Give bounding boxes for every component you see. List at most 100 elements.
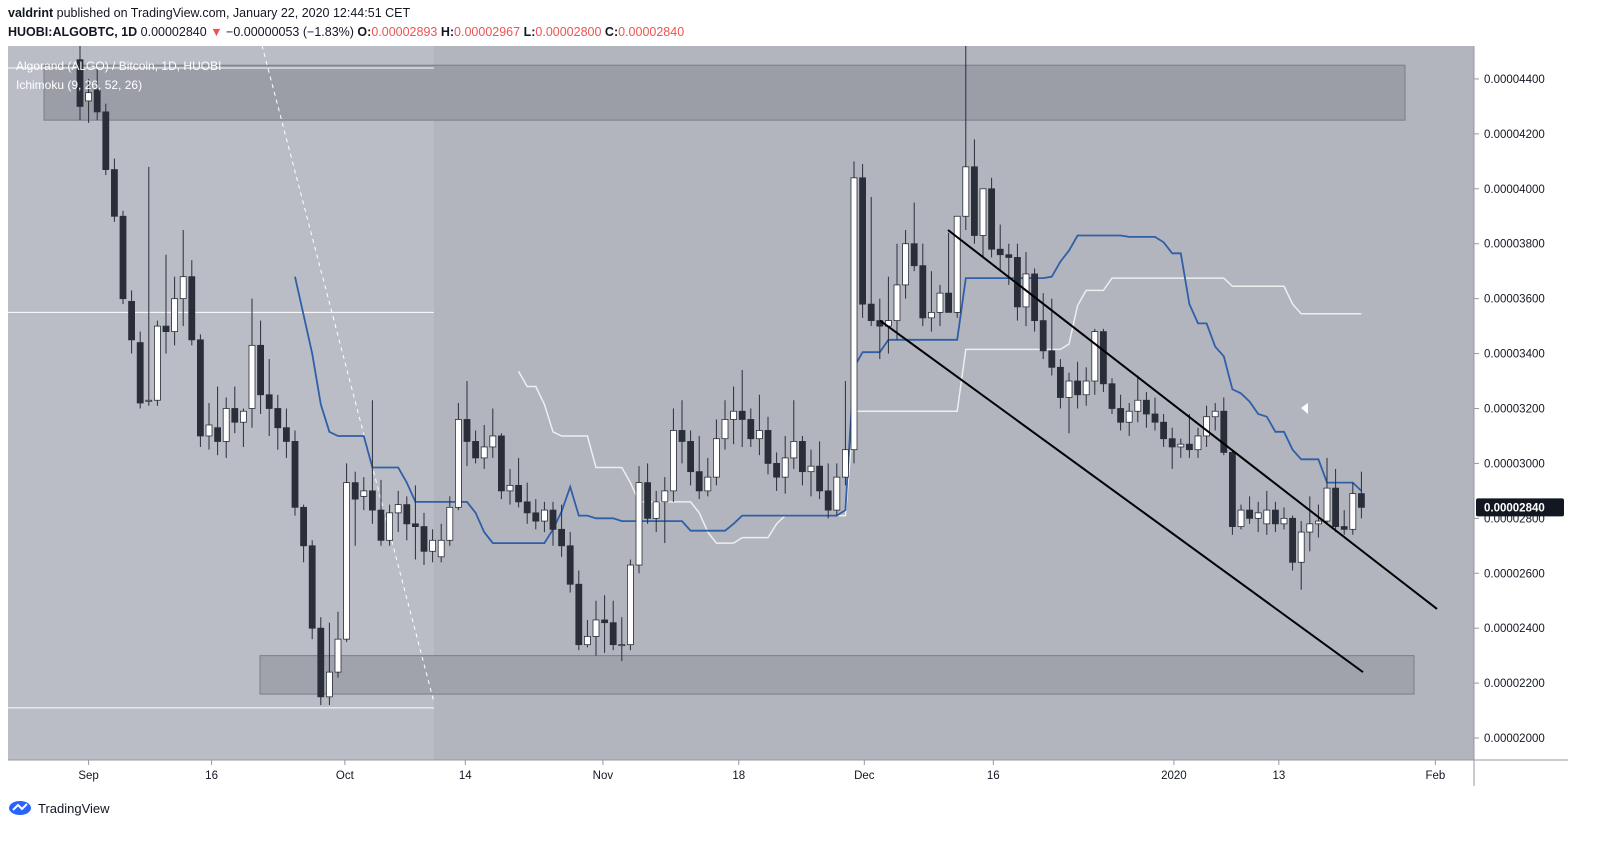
candle-body[interactable] bbox=[317, 627, 325, 698]
candle-body[interactable] bbox=[1143, 399, 1150, 415]
candle-body[interactable] bbox=[945, 292, 952, 313]
candle-body[interactable] bbox=[532, 512, 540, 522]
candle-body[interactable] bbox=[1100, 331, 1107, 385]
candle-body[interactable] bbox=[429, 539, 437, 552]
candle-body[interactable] bbox=[472, 441, 480, 459]
candle-body[interactable] bbox=[1237, 509, 1245, 527]
candle-body[interactable] bbox=[300, 506, 308, 547]
candle-body[interactable] bbox=[1065, 380, 1073, 398]
candle-body[interactable] bbox=[919, 265, 927, 319]
candle-body[interactable] bbox=[558, 528, 565, 547]
candle-body[interactable] bbox=[162, 325, 170, 333]
candle-body[interactable] bbox=[1211, 410, 1219, 418]
candle-body[interactable] bbox=[231, 408, 239, 423]
candle-body[interactable] bbox=[480, 446, 488, 459]
candle-body[interactable] bbox=[799, 441, 806, 473]
candle-body[interactable] bbox=[1151, 413, 1159, 423]
candle-body[interactable] bbox=[153, 325, 161, 401]
candle-body[interactable] bbox=[833, 476, 841, 511]
candle-body[interactable] bbox=[730, 410, 737, 420]
candle-body[interactable] bbox=[1246, 509, 1253, 519]
time-axis[interactable] bbox=[8, 760, 1568, 786]
candle-body[interactable] bbox=[695, 471, 703, 492]
candle-body[interactable] bbox=[1082, 380, 1090, 396]
candle-body[interactable] bbox=[988, 188, 995, 250]
candle-body[interactable] bbox=[1074, 380, 1081, 396]
candle-body[interactable] bbox=[756, 430, 763, 440]
candle-body[interactable] bbox=[136, 342, 144, 404]
candle-body[interactable] bbox=[1057, 366, 1064, 398]
candle-body[interactable] bbox=[76, 59, 84, 107]
candle-body[interactable] bbox=[541, 509, 548, 522]
candle-body[interactable] bbox=[239, 410, 247, 423]
candle-body[interactable] bbox=[515, 484, 523, 503]
candle-body[interactable] bbox=[1306, 523, 1314, 533]
candle-body[interactable] bbox=[824, 490, 832, 511]
candle-body[interactable] bbox=[325, 671, 333, 698]
candle-body[interactable] bbox=[1160, 421, 1167, 440]
candle-body[interactable] bbox=[601, 619, 608, 624]
candle-body[interactable] bbox=[652, 501, 660, 519]
candle-body[interactable] bbox=[721, 419, 729, 440]
candle-body[interactable] bbox=[902, 243, 909, 286]
candle-body[interactable] bbox=[584, 636, 591, 646]
candle-body[interactable] bbox=[411, 523, 419, 527]
candle-body[interactable] bbox=[953, 215, 961, 313]
candle-body[interactable] bbox=[850, 177, 858, 451]
candle-body[interactable] bbox=[1091, 331, 1099, 382]
candle-body[interactable] bbox=[265, 394, 273, 409]
candle-body[interactable] bbox=[1297, 531, 1305, 563]
candle-body[interactable] bbox=[738, 410, 746, 420]
candle-body[interactable] bbox=[1203, 416, 1210, 437]
channel-lower-line[interactable] bbox=[879, 319, 1364, 673]
support-zone[interactable] bbox=[259, 655, 1415, 695]
candle-body[interactable] bbox=[575, 583, 583, 646]
candle-body[interactable] bbox=[1332, 487, 1339, 527]
candle-body[interactable] bbox=[790, 441, 798, 459]
candle-body[interactable] bbox=[661, 490, 669, 503]
candle-body[interactable] bbox=[1117, 408, 1124, 423]
candle-body[interactable] bbox=[962, 166, 970, 217]
candle-body[interactable] bbox=[1039, 320, 1047, 352]
candle-body[interactable] bbox=[816, 465, 823, 492]
chart-area[interactable]: 0.00004400 0.00004200 0.00004000 0.00003800… bbox=[8, 37, 1568, 786]
candle-body[interactable] bbox=[609, 622, 617, 646]
candle-body[interactable] bbox=[506, 484, 514, 492]
collapse-arrow-icon[interactable] bbox=[1301, 403, 1308, 414]
candle-body[interactable] bbox=[1263, 509, 1271, 525]
candle-body[interactable] bbox=[188, 276, 196, 341]
candle-body[interactable] bbox=[867, 303, 875, 322]
candle-body[interactable] bbox=[979, 188, 987, 236]
candle-body[interactable] bbox=[394, 504, 402, 514]
candle-body[interactable] bbox=[1323, 487, 1331, 522]
candle-body[interactable] bbox=[1194, 435, 1202, 451]
candle-body[interactable] bbox=[1220, 410, 1228, 453]
candle-body[interactable] bbox=[1134, 399, 1142, 412]
channel-upper-line[interactable] bbox=[947, 229, 1438, 610]
candle-body[interactable] bbox=[334, 638, 342, 673]
candle-body[interactable] bbox=[454, 419, 462, 508]
candle-body[interactable] bbox=[807, 465, 815, 473]
candle-body[interactable] bbox=[627, 564, 634, 646]
candle-body[interactable] bbox=[343, 482, 351, 640]
candle-body[interactable] bbox=[93, 89, 101, 113]
candle-body[interactable] bbox=[713, 438, 720, 478]
candle-body[interactable] bbox=[1168, 438, 1176, 448]
candle-body[interactable] bbox=[971, 166, 978, 236]
candle-body[interactable] bbox=[1315, 520, 1322, 525]
candle-body[interactable] bbox=[437, 539, 445, 558]
candle-body[interactable] bbox=[747, 419, 755, 440]
candle-body[interactable] bbox=[386, 512, 394, 541]
dashed-trend-line[interactable] bbox=[259, 37, 435, 703]
candle-body[interactable] bbox=[145, 399, 153, 402]
candle-body[interactable] bbox=[781, 457, 789, 478]
candle-body[interactable] bbox=[119, 215, 127, 300]
candle-body[interactable] bbox=[196, 339, 204, 437]
candle-body[interactable] bbox=[618, 644, 626, 647]
candle-body[interactable] bbox=[1254, 512, 1262, 519]
candle-body[interactable] bbox=[1280, 517, 1288, 525]
brand-footer[interactable]: TradingView bbox=[8, 800, 110, 816]
candle-body[interactable] bbox=[403, 504, 411, 525]
candle-body[interactable] bbox=[687, 441, 694, 473]
candle-body[interactable] bbox=[248, 344, 256, 409]
